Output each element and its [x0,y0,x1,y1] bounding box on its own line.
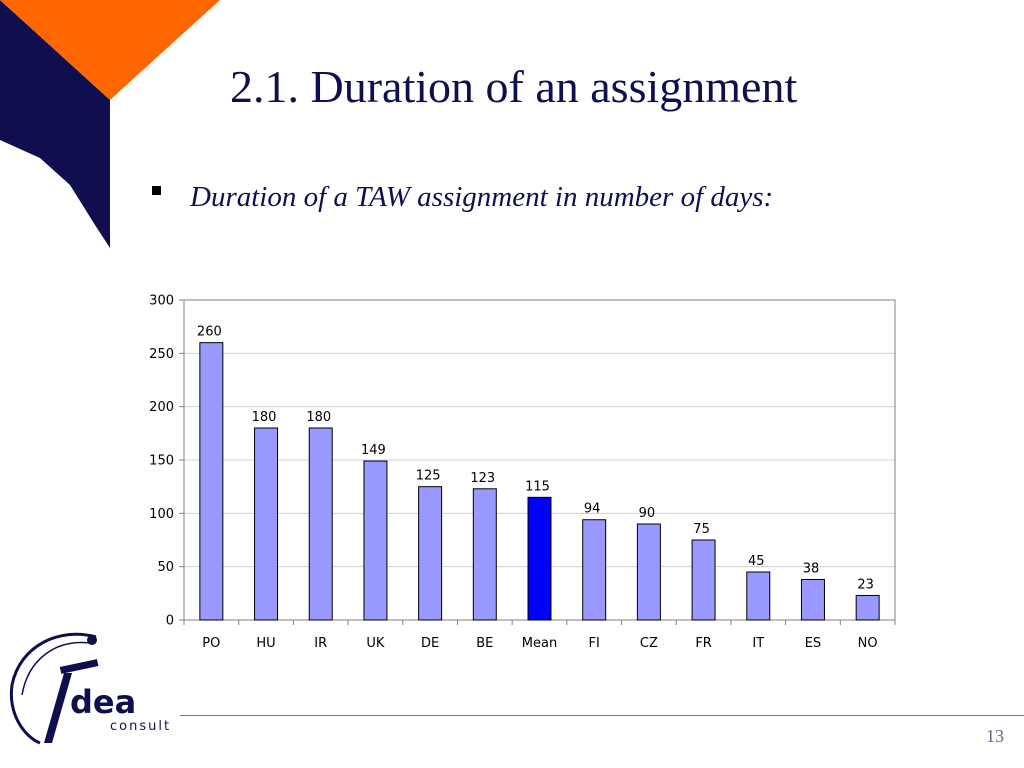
y-tick-label: 0 [166,614,174,629]
slide-title: 2.1. Duration of an assignment [230,61,798,112]
x-tick-label: NO [858,636,878,651]
data-label: 125 [416,469,441,484]
bullet-text: Duration of a TAW assignment in number o… [190,181,774,213]
bars [199,342,880,621]
bullet-marker [152,186,161,195]
x-tick-label: Mean [522,636,557,651]
data-labels: 260 180 180 149 125 123 115 94 90 75 45 38 23 [197,325,874,593]
bar-fi [582,519,607,621]
bar-fr [691,539,716,621]
y-tick-label: 50 [157,560,174,575]
logo-dot [87,635,97,645]
y-tick-label: 200 [149,400,174,415]
bar-de [418,486,443,621]
bar-it [746,571,771,621]
logo-i-bar [59,659,99,674]
x-tick-label: UK [366,636,385,651]
x-tick-label: DE [421,636,439,651]
corner-orange-shape [0,0,220,100]
x-axis: PO HU IR UK DE BE Mean FI CZ FR IT ES NO [183,620,896,651]
logo-sub-text: consult [110,719,171,734]
data-label: 115 [525,479,550,494]
y-tick-label: 250 [149,347,174,362]
bar-mean [527,496,552,621]
bar-no [855,594,880,621]
x-tick-label: IT [752,636,764,651]
idea-consult-logo: dea consult [9,632,171,745]
bar-po [199,342,224,621]
bar-uk [363,460,388,621]
data-label: 180 [252,410,277,425]
data-label: 123 [470,471,495,486]
y-tick-label: 100 [149,507,174,522]
logo-brand-text: dea [70,683,136,721]
data-label: 180 [306,410,331,425]
x-tick-label: PO [202,636,220,651]
x-tick-label: HU [256,636,275,651]
footer-divider [180,715,1024,716]
bar-es [800,578,825,621]
data-label: 260 [197,325,222,340]
x-tick-label: FR [695,636,712,651]
bar-ir [308,427,333,621]
y-tick-label: 300 [149,294,174,309]
corner-navy-shape [0,0,110,248]
bar-cz [636,523,661,621]
logo-i-stem [44,673,72,743]
y-tick-label: 150 [149,454,174,469]
corner-decoration [0,0,220,248]
x-tick-label: ES [805,636,821,651]
page-number: 13 [986,726,1004,746]
data-label: 38 [803,561,820,576]
bar-hu [254,427,279,621]
x-tick-label: BE [476,636,493,651]
x-tick-label: IR [314,636,327,651]
data-label: 149 [361,443,386,458]
logo-swoosh-inner [21,641,91,696]
bar-be [472,488,497,621]
data-label: 90 [639,506,656,521]
logo-swoosh [9,632,97,745]
data-label: 94 [584,502,601,517]
data-label: 23 [857,577,874,592]
data-label: 45 [748,554,765,569]
x-tick-label: CZ [640,636,658,651]
x-tick-label: FI [589,636,600,651]
data-label: 75 [693,522,710,537]
y-axis: 0 50 100 150 200 250 300 [149,294,184,629]
